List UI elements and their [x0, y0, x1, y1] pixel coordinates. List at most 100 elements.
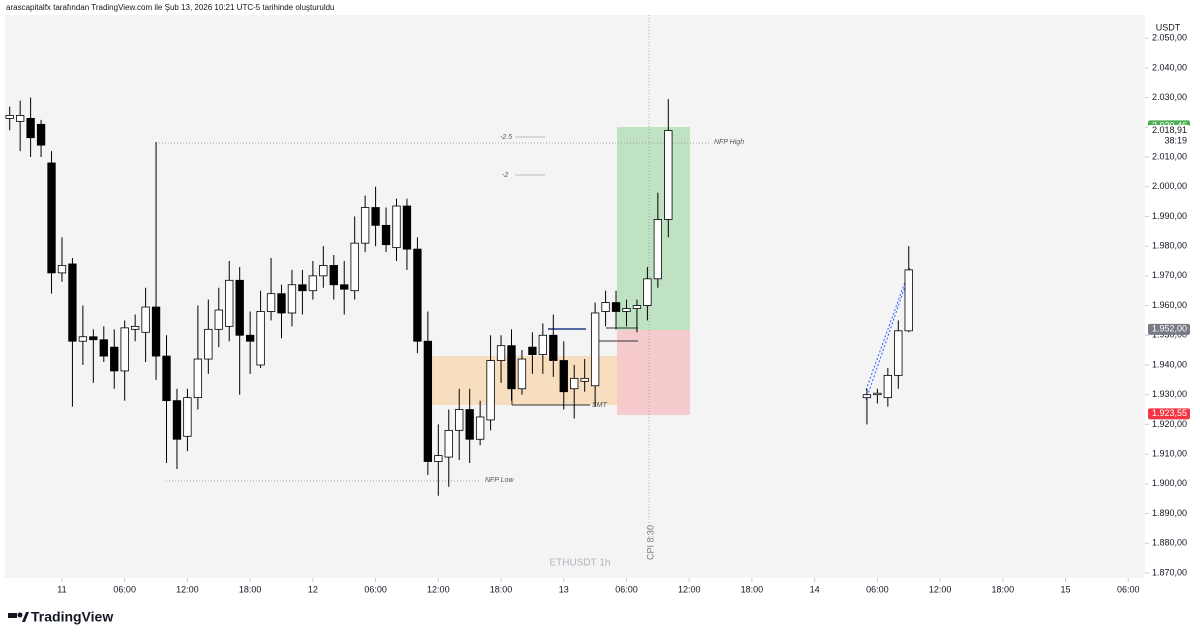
candle-body: [894, 330, 903, 376]
x-tick-label: 18:00: [490, 584, 513, 594]
candle-body: [549, 334, 558, 361]
candle-body: [475, 416, 485, 440]
candle-body: [5, 115, 14, 119]
y-tick-label: 1.920,00: [1152, 419, 1187, 429]
y-tick-label: 2.010,00: [1152, 151, 1187, 161]
candle-body: [371, 207, 380, 226]
y-tick-label: 2.030,00: [1152, 92, 1187, 102]
candle-body: [120, 327, 129, 372]
plot-area: [5, 15, 1145, 578]
x-tick-label: 14: [810, 584, 820, 594]
price-label: 1.952,00: [1152, 324, 1187, 334]
candle-body: [99, 339, 108, 357]
price-label: 2.018,91: [1152, 125, 1187, 135]
candle-body: [319, 265, 328, 277]
x-tick-label: 12:00: [678, 584, 701, 594]
candle-body: [528, 346, 537, 355]
y-tick-label: 1.900,00: [1152, 478, 1187, 488]
x-tick-label: 12: [308, 584, 318, 594]
candle-body: [350, 242, 359, 292]
stop-zone: [617, 330, 690, 415]
target-zone: [617, 127, 690, 330]
candle-body: [298, 284, 307, 292]
candle-body: [413, 248, 422, 342]
y-tick-label: 2.000,00: [1152, 181, 1187, 191]
candle-body: [78, 336, 88, 342]
watermark: ETHUSDT 1h: [550, 558, 611, 569]
candle-body: [559, 360, 568, 393]
candle-body: [622, 308, 631, 312]
candle-body: [193, 358, 203, 399]
currency: USDT: [1156, 22, 1181, 32]
x-tick-label: 18:00: [741, 584, 764, 594]
x-tick-label: 06:00: [113, 584, 136, 594]
y-tick-label: 1.990,00: [1152, 211, 1187, 221]
candle-body: [172, 400, 182, 440]
pattern-line: [865, 267, 911, 391]
logo-icon: [17, 612, 23, 618]
candle-body: [47, 162, 56, 274]
logo-text: TradingView: [31, 609, 113, 625]
annotation: CPI 8:30: [645, 525, 655, 560]
x-tick-label: 11: [57, 584, 66, 594]
candle-body: [57, 265, 67, 274]
candle-body: [235, 279, 244, 336]
candle-body: [904, 269, 913, 332]
candle-body: [225, 279, 234, 327]
candle-body: [266, 293, 276, 312]
candle-body: [486, 360, 495, 421]
candle-body: [287, 284, 297, 314]
price-badge: [1148, 125, 1190, 137]
candle-body: [653, 219, 663, 280]
candle-body: [580, 377, 589, 382]
annotation: -2.5: [500, 134, 512, 141]
header: arascapitalfx tarafından TradingView.com…: [6, 3, 335, 12]
y-tick-label: 1.870,00: [1152, 567, 1187, 577]
candle-body: [392, 205, 401, 249]
candle-body: [68, 263, 77, 342]
candle-body: [664, 130, 673, 220]
candle-body: [444, 429, 453, 458]
annotation: -2: [502, 172, 508, 179]
candle-body: [507, 345, 516, 390]
candle-body: [183, 397, 192, 437]
candle-body: [214, 309, 223, 330]
candle-body: [162, 355, 171, 402]
x-tick-label: 06:00: [615, 584, 638, 594]
annotation: NFP Low: [485, 477, 514, 484]
price-label: 1.923,55: [1152, 408, 1187, 418]
candle-body: [340, 284, 349, 290]
candle-body: [36, 123, 46, 146]
logo-icon: [8, 613, 17, 618]
y-tick-label: 1.960,00: [1152, 300, 1187, 310]
candle-body: [423, 340, 433, 462]
candle-body: [883, 374, 892, 399]
candle-body: [465, 409, 474, 440]
price-badge: [1148, 323, 1190, 335]
candle-body: [110, 346, 119, 372]
pattern-line: [865, 271, 911, 401]
x-tick-label: 06:00: [1117, 584, 1140, 594]
logo-icon: [22, 612, 29, 622]
x-tick-label: 06:00: [866, 584, 889, 594]
countdown: 38:19: [1164, 135, 1187, 145]
candle-body: [455, 409, 464, 431]
candle-body: [308, 275, 318, 292]
candle-body: [89, 336, 98, 341]
annotation: SMT: [592, 402, 608, 409]
y-tick-label: 1.930,00: [1152, 389, 1187, 399]
y-tick-label: 1.910,00: [1152, 448, 1187, 458]
candle-body: [26, 117, 35, 139]
candle-body: [496, 345, 506, 361]
candle-body: [601, 302, 610, 312]
zone: [432, 356, 638, 405]
y-tick-label: 1.980,00: [1152, 241, 1187, 251]
candle-body: [141, 306, 150, 333]
candle-body: [245, 334, 255, 342]
candle-body: [873, 392, 882, 396]
x-tick-label: 13: [559, 584, 569, 594]
x-tick-label: 18:00: [239, 584, 262, 594]
candle-body: [151, 306, 161, 357]
candle-body: [329, 265, 338, 286]
